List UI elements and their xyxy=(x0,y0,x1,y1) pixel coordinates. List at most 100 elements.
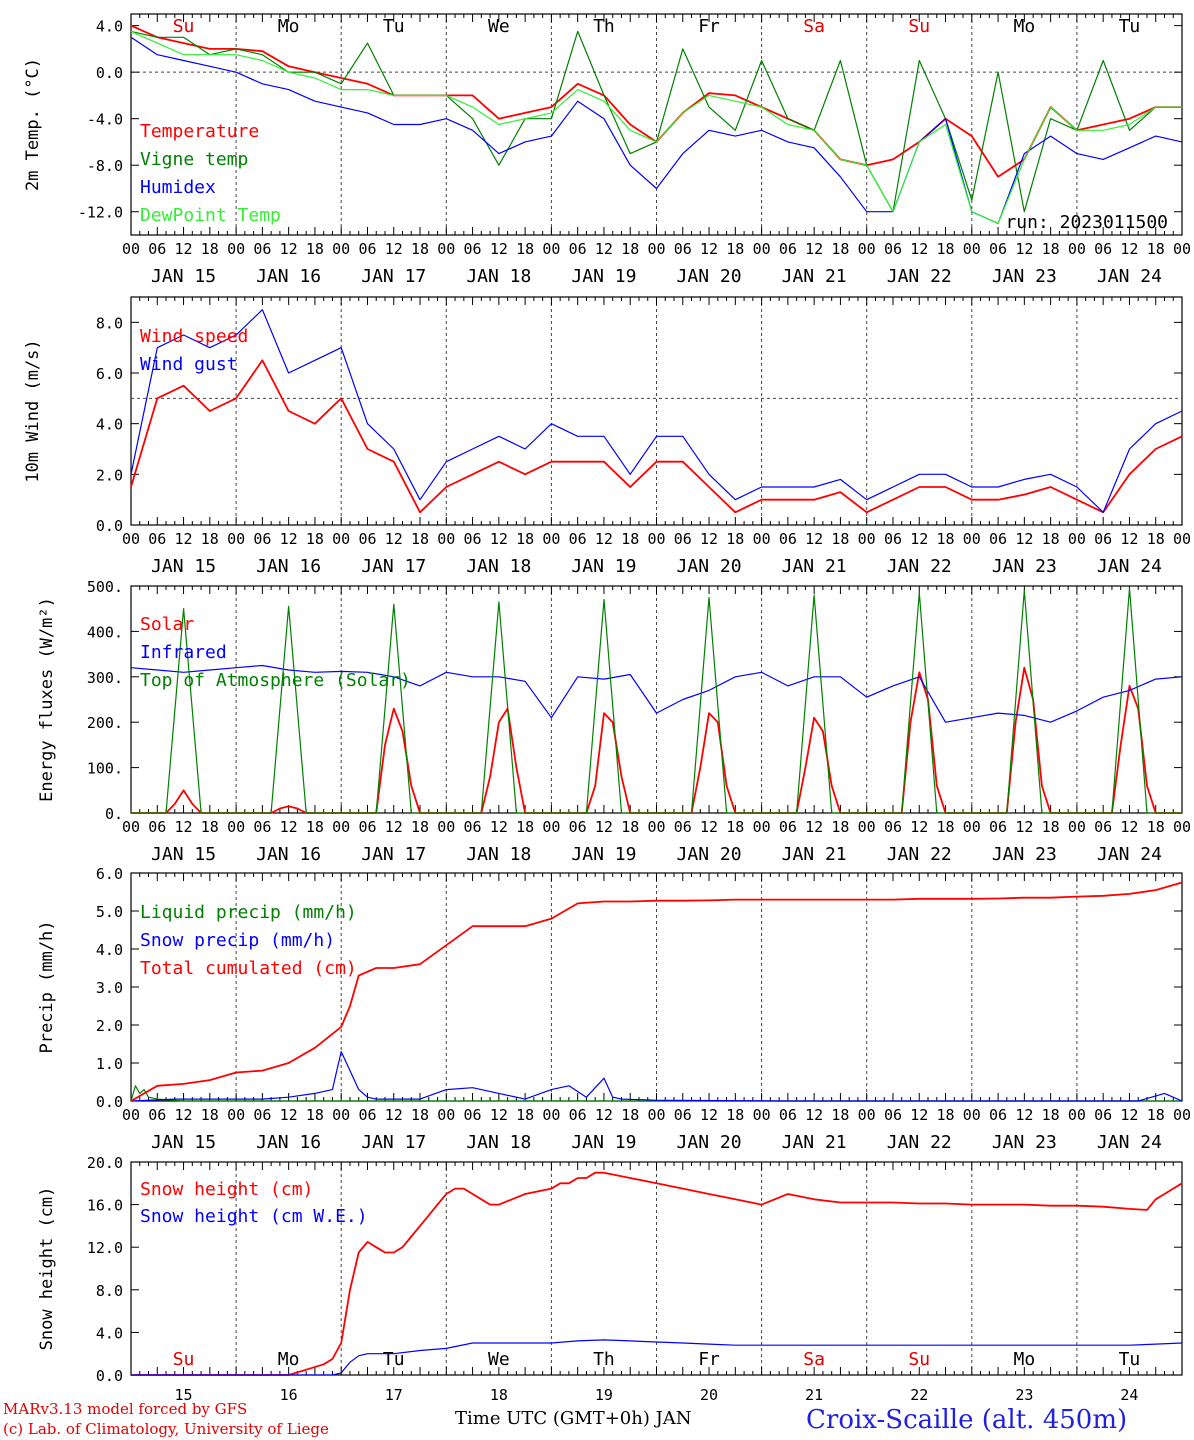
hour-tick-label: 12 xyxy=(595,1106,613,1124)
hour-tick-label: 00 xyxy=(542,530,560,548)
hour-tick-label: 06 xyxy=(1094,818,1112,836)
hour-tick-label: 06 xyxy=(358,1106,376,1124)
y-tick-label: 4.0 xyxy=(96,18,123,36)
y-tick-label: 5.0 xyxy=(96,903,123,921)
y-tick-label: 12.0 xyxy=(87,1239,123,1257)
hour-tick-label: 18 xyxy=(726,1106,744,1124)
day-label: JAN 23 xyxy=(992,266,1057,287)
panel-2: 8.0 6.0 4.0 2.0 0.0 10m Wind (m/s) 00 06 12 18 00 0… xyxy=(23,296,1191,577)
hour-tick-label: 18 xyxy=(831,530,849,548)
hour-tick-label: 12 xyxy=(1120,818,1138,836)
hour-tick-label: 12 xyxy=(175,818,193,836)
hour-tick-label: 18 xyxy=(1042,240,1060,258)
hour-tick-label: 00 xyxy=(858,240,876,258)
legend-entry: Humidex xyxy=(140,177,216,198)
series-line-snow-height-cm-w-e- xyxy=(131,1339,1183,1376)
hour-tick-label: 00 xyxy=(227,240,245,258)
hour-tick-label: 12 xyxy=(385,530,403,548)
hour-tick-label: 00 xyxy=(227,1106,245,1124)
day-label: JAN 20 xyxy=(677,556,742,577)
weekday-label: Tu xyxy=(1119,1349,1141,1370)
hour-tick-label: 06 xyxy=(464,818,482,836)
day-number: 21 xyxy=(805,1386,823,1404)
hour-tick-label: 00 xyxy=(542,818,560,836)
hour-tick-label: 00 xyxy=(332,818,350,836)
hour-tick-label: 06 xyxy=(148,1106,166,1124)
y-tick-label: 500. xyxy=(87,578,123,596)
hour-tick-label: 06 xyxy=(779,1106,797,1124)
hour-tick-label: 00 xyxy=(332,240,350,258)
hour-tick-label: 06 xyxy=(358,240,376,258)
day-label: JAN 17 xyxy=(361,556,426,577)
y-tick-label: 16.0 xyxy=(87,1197,123,1215)
panels: 4.0 0.0 -4.0 -8.0 -12.0 2m Temp. (°C) 00 06 12 18… xyxy=(23,13,1191,1404)
hour-tick-label: 00 xyxy=(647,1106,665,1124)
day-label: JAN 21 xyxy=(782,266,847,287)
hour-tick-label: 18 xyxy=(621,240,639,258)
hour-tick-label: 18 xyxy=(1147,530,1165,548)
day-label: JAN 23 xyxy=(992,556,1057,577)
hour-tick-label: 06 xyxy=(1094,240,1112,258)
day-label: JAN 19 xyxy=(571,1132,636,1153)
hour-tick-label: 18 xyxy=(831,818,849,836)
weekday-label: Mo xyxy=(278,16,300,37)
weekday-label: Sa xyxy=(803,16,825,37)
weekday-label: Su xyxy=(908,16,930,37)
legend-entry: Snow precip (mm/h) xyxy=(140,930,335,951)
hour-tick-label: 00 xyxy=(227,818,245,836)
series-line-liquid-precip-mm-h- xyxy=(130,1085,1182,1102)
hour-tick-label: 12 xyxy=(175,240,193,258)
hour-tick-label: 12 xyxy=(910,818,928,836)
hour-tick-label: 18 xyxy=(516,530,534,548)
y-tick-label: 20.0 xyxy=(87,1154,123,1172)
day-number: 19 xyxy=(595,1386,613,1404)
hour-tick-label: 00 xyxy=(437,530,455,548)
hour-tick-label: 00 xyxy=(1173,818,1191,836)
day-label: JAN 24 xyxy=(1097,844,1162,865)
weekday-label: Fr xyxy=(698,1349,720,1370)
hour-tick-label: 06 xyxy=(674,240,692,258)
series-line-dewpoint-temp xyxy=(130,30,1182,224)
day-number: 20 xyxy=(700,1386,718,1404)
hour-tick-label: 12 xyxy=(490,818,508,836)
day-label: JAN 23 xyxy=(992,844,1057,865)
hour-tick-label: 06 xyxy=(779,530,797,548)
series-line-total-cumulated-cm- xyxy=(130,881,1183,1102)
y-axis-label: Energy fluxes (W/m²) xyxy=(37,597,57,802)
hour-tick-label: 00 xyxy=(753,818,771,836)
hour-tick-label: 00 xyxy=(332,530,350,548)
hour-tick-label: 12 xyxy=(385,240,403,258)
hour-tick-label: 06 xyxy=(779,240,797,258)
y-tick-label: 0.0 xyxy=(96,1367,123,1385)
legend-entry: Infrared xyxy=(140,642,227,663)
hour-tick-label: 18 xyxy=(936,240,954,258)
y-axis-label: 10m Wind (m/s) xyxy=(23,339,43,482)
hour-tick-label: 12 xyxy=(490,530,508,548)
y-tick-label: 200. xyxy=(87,714,123,732)
panel-5: 20.0 16.0 12.0 8.0 4.0 0.0 Snow height (cm) 15 1… xyxy=(37,1154,1183,1404)
day-label: JAN 20 xyxy=(677,1132,742,1153)
hour-tick-label: 00 xyxy=(542,240,560,258)
hour-tick-label: 18 xyxy=(1147,818,1165,836)
hour-tick-label: 18 xyxy=(621,530,639,548)
hour-tick-label: 00 xyxy=(1068,1106,1086,1124)
y-tick-label: 0. xyxy=(105,805,123,823)
weekday-label: Th xyxy=(593,16,615,37)
hour-tick-label: 06 xyxy=(884,818,902,836)
legend-entry: Temperature xyxy=(140,121,259,142)
hour-tick-label: 12 xyxy=(700,1106,718,1124)
hour-tick-label: 12 xyxy=(700,530,718,548)
hour-tick-label: 00 xyxy=(753,530,771,548)
hour-tick-label: 06 xyxy=(989,240,1007,258)
hour-tick-label: 18 xyxy=(621,1106,639,1124)
hour-tick-label: 00 xyxy=(1173,240,1191,258)
hour-tick-label: 12 xyxy=(280,818,298,836)
y-tick-label: 8.0 xyxy=(96,1282,123,1300)
hour-tick-label: 18 xyxy=(516,1106,534,1124)
day-label: JAN 24 xyxy=(1097,266,1162,287)
hour-tick-label: 06 xyxy=(569,240,587,258)
y-tick-label: 100. xyxy=(87,760,123,778)
hour-tick-label: 12 xyxy=(175,1106,193,1124)
day-label: JAN 21 xyxy=(782,1132,847,1153)
hour-tick-label: 18 xyxy=(726,240,744,258)
